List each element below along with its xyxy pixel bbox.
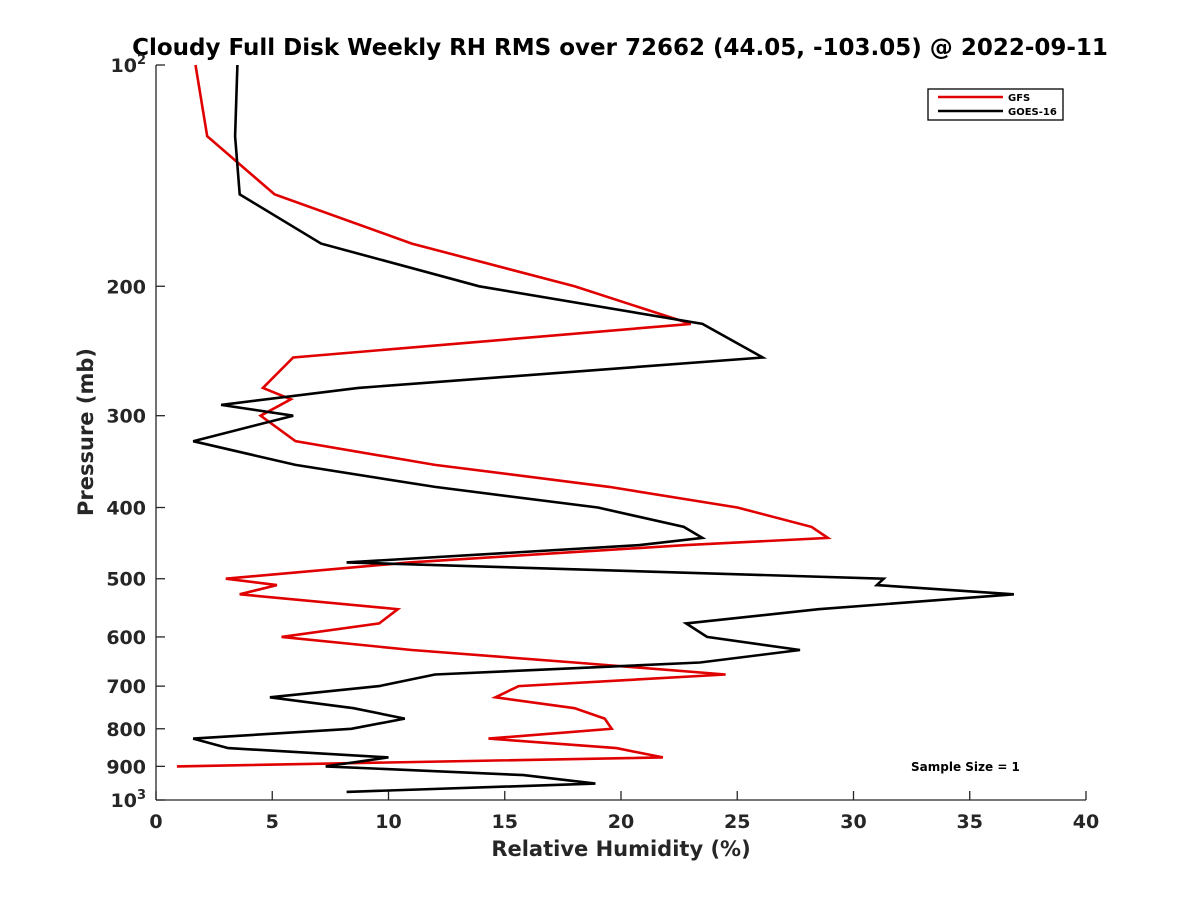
legend: GFS GOES-16 <box>927 88 1064 121</box>
y-tick-label: 400 <box>106 498 146 520</box>
y-tick-label: 200 <box>106 276 146 298</box>
legend-box <box>927 88 1064 121</box>
x-tick-label: 15 <box>492 811 518 833</box>
x-tick-label: 20 <box>608 811 634 833</box>
y-tick-label: 800 <box>106 719 146 741</box>
series-line-goes16 <box>192 64 1014 794</box>
chart-title: Cloudy Full Disk Weekly RH RMS over 7266… <box>132 35 1108 61</box>
x-tick-label: 25 <box>724 811 750 833</box>
y-axis-label: Pressure (mb) <box>74 348 98 516</box>
series-layer <box>176 64 1014 794</box>
x-axis-ticks: 0 5 10 15 20 25 30 35 40 <box>149 791 1099 833</box>
plot-area <box>155 65 1086 801</box>
x-tick-label: 0 <box>149 811 162 833</box>
y-tick-label: 500 <box>106 569 146 591</box>
y-tick-label: 700 <box>106 676 146 698</box>
y-tick-label: 600 <box>106 627 146 649</box>
x-tick-label: 10 <box>375 811 401 833</box>
y-tick-label: 103 <box>111 788 147 812</box>
y-tick-label: 102 <box>111 53 147 77</box>
x-axis-label: Relative Humidity (%) <box>491 837 750 861</box>
x-tick-label: 5 <box>266 811 279 833</box>
y-axis-ticks: 102 200 300 400 500 600 700 800 900 103 <box>106 53 165 812</box>
series-line-gfs <box>176 64 832 768</box>
sample-size-annotation: Sample Size = 1 <box>911 760 1020 774</box>
legend-label-goes16: GOES-16 <box>1008 107 1057 118</box>
legend-label-gfs: GFS <box>1008 93 1030 104</box>
x-tick-label: 30 <box>840 811 866 833</box>
y-tick-label: 900 <box>106 756 146 778</box>
x-tick-label: 40 <box>1073 811 1099 833</box>
x-tick-label: 35 <box>957 811 983 833</box>
y-tick-label: 300 <box>106 406 146 428</box>
